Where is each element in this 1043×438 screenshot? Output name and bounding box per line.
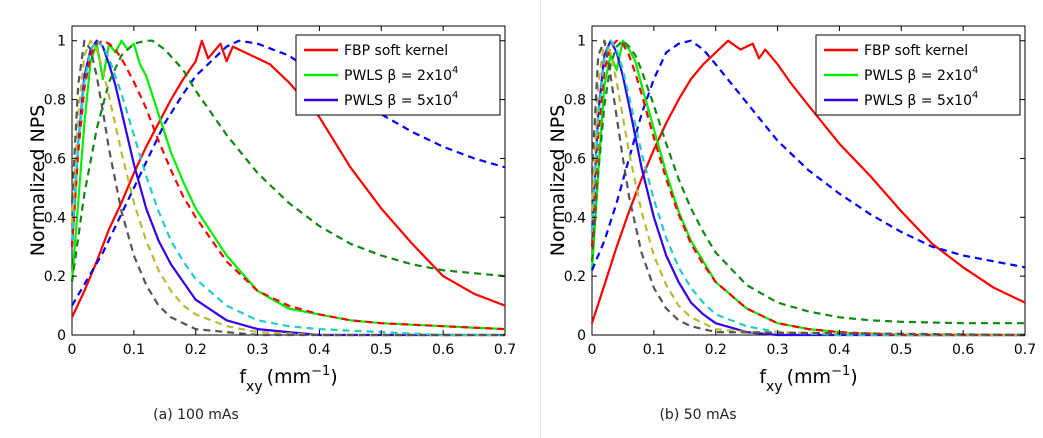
chart-a: 0 0.1 0.2 0.3 0.4 0.5 0.6 0.7 0 0.2 0.4 0.6 0.8 1 Norm… bbox=[27, 25, 516, 395]
chart-a-legend-box bbox=[295, 34, 501, 116]
chart-b-ytick-label: 1 bbox=[577, 34, 586, 50]
chart-a-ytick-label: 0.8 bbox=[44, 93, 66, 109]
chart-b-ytick-label: 0.4 bbox=[564, 210, 586, 226]
chart-b-ytick-label: 0 bbox=[577, 328, 586, 344]
chart-a-series-6 bbox=[70, 39, 505, 337]
chart-b-legend: FBP soft kernel PWLS β = 2x104 PWLS β = 5x… bbox=[815, 34, 1021, 116]
chart-a-legend-label-2: PWLS β = 5x104 bbox=[344, 90, 458, 109]
chart-b-series-3 bbox=[590, 39, 1026, 271]
chart-a-legend: FBP soft kernel PWLS β = 2x104 PWLS β = 5x… bbox=[295, 34, 501, 116]
panel-divider bbox=[540, 0, 541, 438]
chart-a-xtick-label: 0.4 bbox=[308, 342, 330, 358]
chart-b-xtick-label: 0.2 bbox=[705, 342, 727, 358]
chart-a-series-0 bbox=[71, 39, 506, 318]
caption-b: (b) 50 mAs bbox=[659, 407, 737, 423]
chart-b-legend-label-2: PWLS β = 5x104 bbox=[864, 90, 978, 109]
chart-a-xtick-label: 0.6 bbox=[432, 342, 454, 358]
chart-a-xtick-label: 0.2 bbox=[185, 342, 207, 358]
chart-b-ytick-label: 0.8 bbox=[564, 93, 586, 109]
chart-b-series-4 bbox=[590, 39, 1025, 325]
chart-a-series-3 bbox=[71, 39, 506, 307]
chart-a-series-5 bbox=[70, 39, 506, 331]
chart-a-xtick-label: 0 bbox=[68, 342, 77, 358]
chart-b-legend-label-1: PWLS β = 2x104 bbox=[864, 65, 978, 84]
chart-b-series-7 bbox=[590, 39, 1026, 337]
chart-a-ytick-label: 0 bbox=[57, 328, 66, 344]
chart-a-ytick-label: 1 bbox=[57, 34, 66, 50]
chart-b-xtick-label: 0.1 bbox=[643, 342, 665, 358]
chart-a-series-8 bbox=[70, 39, 505, 337]
chart-b: 0 0.1 0.2 0.3 0.4 0.5 0.6 0.7 0 0.2 0.4 0.6 0.8 1 Norm… bbox=[547, 25, 1036, 395]
chart-b-xtick-label: 0.4 bbox=[828, 342, 850, 358]
chart-a-legend-label-0: FBP soft kernel bbox=[344, 43, 448, 59]
chart-b-series-6 bbox=[590, 39, 1025, 337]
chart-b-legend-label-0: FBP soft kernel bbox=[864, 43, 968, 59]
chart-a-ytick-label: 0.4 bbox=[44, 210, 66, 226]
chart-b-y-axis-label: Normalized NPS bbox=[547, 105, 569, 257]
chart-b-xtick-label: 0.3 bbox=[766, 342, 788, 358]
chart-b-xtick-label: 0.6 bbox=[952, 342, 974, 358]
chart-a-xtick-label: 0.7 bbox=[494, 342, 516, 358]
chart-a-xtick-label: 0.1 bbox=[123, 342, 145, 358]
chart-a-y-axis-label: Normalized NPS bbox=[27, 105, 49, 257]
chart-b-xtick-label: 0.5 bbox=[890, 342, 912, 358]
chart-a-x-axis-label: fxy (mm−1) bbox=[239, 364, 337, 395]
chart-b-ytick-label: 0.2 bbox=[564, 269, 586, 285]
chart-a-ytick-label: 0.2 bbox=[44, 269, 66, 285]
chart-b-x-axis-label: fxy (mm−1) bbox=[759, 364, 857, 395]
chart-a-ytick-label: 0.6 bbox=[44, 151, 66, 167]
chart-a-series-7 bbox=[70, 39, 505, 337]
chart-a-xtick-label: 0.5 bbox=[370, 342, 392, 358]
chart-a-legend-label-1: PWLS β = 2x104 bbox=[344, 65, 458, 84]
caption-a: (a) 100 mAs bbox=[153, 407, 239, 423]
chart-b-xtick-label: 0 bbox=[588, 342, 597, 358]
chart-a-xtick-label: 0.3 bbox=[246, 342, 268, 358]
chart-b-xtick-label: 0.7 bbox=[1014, 342, 1036, 358]
chart-b-series-8 bbox=[590, 39, 1026, 337]
chart-b-ytick-label: 0.6 bbox=[564, 151, 586, 167]
